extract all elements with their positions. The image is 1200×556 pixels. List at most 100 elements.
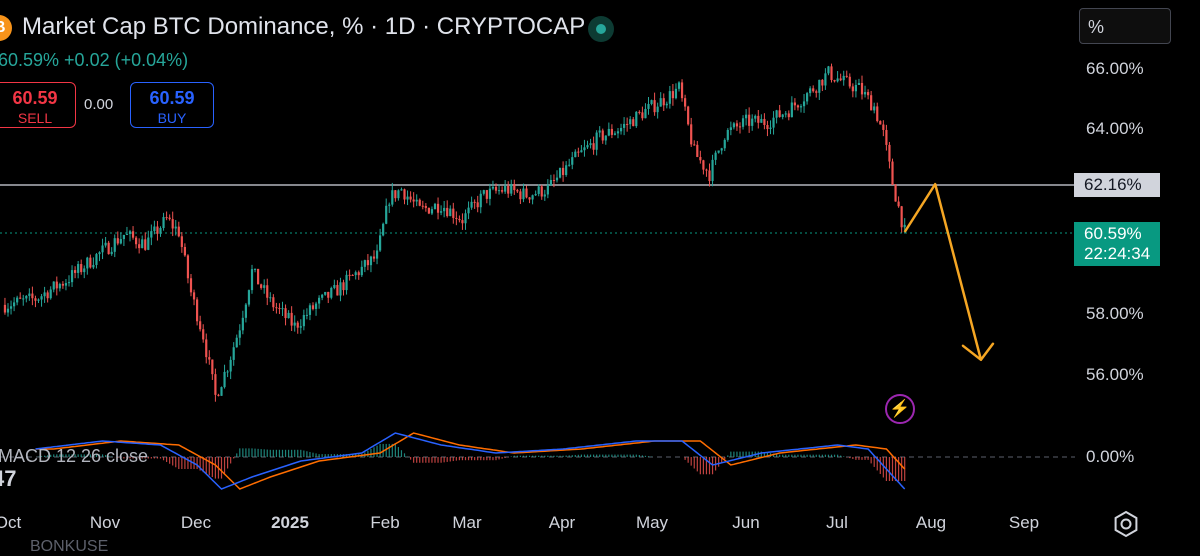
candle-body [565,165,568,175]
candle-body [177,226,180,237]
candle-body [128,231,132,234]
candle-body [324,291,327,295]
candle-body [455,217,458,219]
x-tick-jul: Jul [826,513,848,532]
candle-body [662,98,665,106]
candle-body [141,239,144,249]
candle-body [787,113,790,118]
sell-label: SELL [17,110,53,126]
sell-price: 60.59 [12,88,58,108]
candle-body [189,278,193,293]
candle-body [275,307,278,309]
candle-body [796,105,800,108]
candle-body [180,236,183,247]
candle-body [351,274,354,276]
candle-body [476,202,479,208]
candle-body [867,92,870,96]
current-price-tag[interactable]: 60.59% 22:24:34 [1074,222,1160,266]
buy-price: 60.59 [149,88,195,108]
candle-body [119,239,122,244]
price-change: 60.59% +0.02 (+0.04%) [0,50,189,70]
candle-body [433,203,437,210]
candle-body [839,78,842,81]
candle-body [49,289,52,299]
candle-body [775,110,778,118]
projection-line [903,182,983,361]
candle-body [345,274,348,291]
candle-body [534,193,537,196]
candle-body [659,98,662,107]
candle-body [738,126,742,128]
candle-body [623,123,626,128]
candle-body [415,199,418,202]
candle-body [98,252,101,255]
buy-button[interactable]: 60.59 BUY [130,82,214,128]
candle-body [220,387,223,396]
candle-body [802,101,806,107]
lightning-icon[interactable]: ⚡ [885,394,915,424]
candle-body [144,239,147,250]
candle-body [339,282,342,296]
candle-body [665,103,668,106]
candle-body [461,220,464,224]
candle-body [482,190,485,194]
candle-body [64,283,68,286]
candle-body [680,82,684,99]
candle-body [741,118,745,127]
candle-body [202,329,205,340]
candle-body [284,308,287,319]
candle-body [443,207,446,212]
live-dot-icon [588,16,614,42]
candle-body [156,226,159,234]
candle-body [314,303,318,309]
candle-body [406,196,409,200]
candlestick-series [3,63,906,402]
candle-body [754,115,757,119]
reference-price-tag[interactable]: 62.16% [1074,173,1160,197]
macd-value: 47 [0,466,17,491]
candle-body [613,133,617,135]
candle-body [77,264,80,273]
candle-body [446,207,449,217]
candle-body [491,186,495,189]
candle-body [391,190,394,205]
candle-body [67,282,71,284]
candle-body [516,190,519,192]
sell-button[interactable]: 60.59 SELL [0,82,76,128]
candle-body [342,282,345,291]
candle-body [83,268,86,273]
candle-body [348,274,351,276]
candle-body [562,167,565,175]
candle-body [336,285,339,296]
x-tick-sep: Sep [1008,513,1040,532]
candle-body [537,186,540,194]
candle-body [253,268,257,270]
candle-body [165,217,168,219]
y-tick-66: 66.00% [1086,59,1144,78]
candle-body [58,283,61,289]
percent-scale-button[interactable]: % [1079,8,1171,44]
candle-body [278,308,281,310]
candle-body [885,129,888,145]
settings-gear-icon[interactable] [1112,510,1140,538]
candle-body [531,195,534,200]
candle-body [812,88,815,92]
macd-label[interactable]: MACD 12 26 close [0,446,149,466]
candle-body [183,246,186,256]
footer-cut-text: BONKUSE [30,538,109,555]
candle-body [430,209,434,214]
candle-body [22,298,25,300]
candle-body [763,118,766,126]
y-tick-56: 56.00% [1086,365,1144,384]
x-tick-feb: Feb [370,513,400,532]
candle-body [900,206,903,228]
candle-body [513,184,516,191]
candle-body [671,91,674,99]
projection-arrow [903,182,995,362]
candle-body [302,315,305,327]
candle-body [397,190,400,199]
candle-body [842,75,845,81]
candle-body [650,100,653,104]
candle-body [232,347,235,360]
